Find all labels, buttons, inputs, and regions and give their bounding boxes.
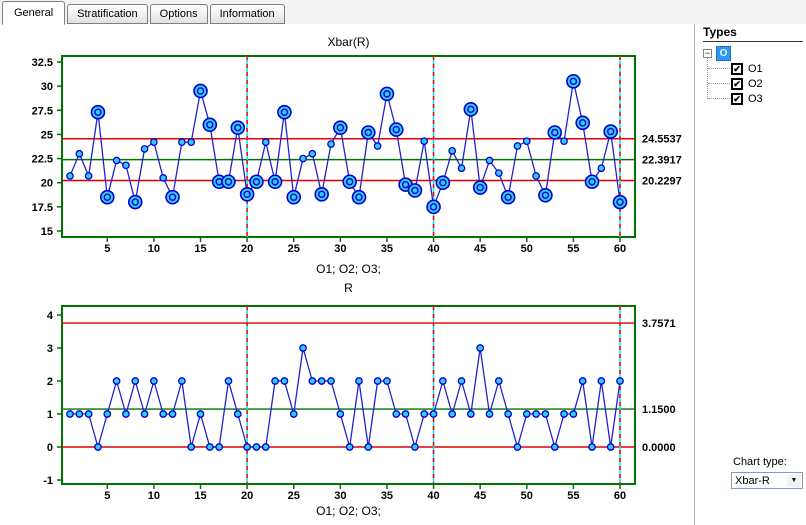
panel-divider bbox=[694, 24, 695, 525]
chevron-down-icon[interactable]: ▼ bbox=[787, 474, 801, 487]
svg-text:3.7571: 3.7571 bbox=[642, 318, 676, 330]
tree-item-label: O3 bbox=[748, 92, 763, 105]
svg-text:50: 50 bbox=[521, 490, 533, 502]
svg-text:22.3917: 22.3917 bbox=[642, 155, 682, 167]
svg-text:4: 4 bbox=[47, 310, 54, 322]
svg-text:25: 25 bbox=[288, 490, 300, 502]
svg-text:25: 25 bbox=[41, 129, 53, 141]
svg-text:-1: -1 bbox=[43, 475, 53, 487]
types-header: Types bbox=[703, 25, 803, 42]
svg-text:20: 20 bbox=[241, 490, 253, 502]
svg-text:5: 5 bbox=[104, 243, 110, 255]
svg-text:25: 25 bbox=[288, 243, 300, 255]
tab-information[interactable]: Information bbox=[209, 4, 285, 24]
tree-item-label: O1 bbox=[748, 62, 763, 75]
svg-text:O1; O2; O3;: O1; O2; O3; bbox=[316, 504, 381, 518]
chart-type-value: Xbar-R bbox=[735, 475, 770, 487]
tree-connector bbox=[708, 98, 730, 100]
svg-text:15: 15 bbox=[194, 490, 206, 502]
svg-text:10: 10 bbox=[148, 243, 160, 255]
types-panel: Types − O ✔ O1 ✔ O2 ✔ O3 Chart type: Xba… bbox=[695, 24, 806, 525]
svg-text:27.5: 27.5 bbox=[32, 105, 53, 117]
svg-text:35: 35 bbox=[381, 490, 393, 502]
svg-text:40: 40 bbox=[427, 490, 439, 502]
tab-general[interactable]: General bbox=[2, 1, 66, 25]
tree-item-o1: ✔ O1 bbox=[731, 62, 763, 75]
svg-text:10: 10 bbox=[148, 490, 160, 502]
svg-text:1.1500: 1.1500 bbox=[642, 404, 676, 416]
svg-text:Xbar(R): Xbar(R) bbox=[327, 35, 369, 49]
xbar-chart: Xbar(R) 15 17.5 20 22.5 25 27.5 30 32.5 5 10 15 20 25… bbox=[32, 35, 682, 276]
svg-text:0.0000: 0.0000 bbox=[642, 442, 676, 454]
tree-root-node[interactable]: O bbox=[716, 46, 731, 61]
svg-text:22.5: 22.5 bbox=[32, 154, 53, 166]
svg-text:40: 40 bbox=[427, 243, 439, 255]
checkbox-o2[interactable]: ✔ bbox=[731, 77, 743, 90]
tree-connector bbox=[708, 68, 730, 70]
svg-text:60: 60 bbox=[614, 490, 626, 502]
tree-connector bbox=[708, 83, 730, 85]
svg-text:24.5537: 24.5537 bbox=[642, 134, 682, 146]
tab-options[interactable]: Options bbox=[149, 4, 208, 24]
tab-bar: General Stratification Options Informati… bbox=[0, 0, 806, 25]
chart-type-select[interactable]: Xbar-R ▼ bbox=[731, 472, 803, 489]
svg-text:55: 55 bbox=[567, 243, 579, 255]
svg-text:60: 60 bbox=[614, 243, 626, 255]
tree-item-label: O2 bbox=[748, 77, 763, 90]
svg-text:2: 2 bbox=[47, 376, 53, 388]
svg-text:15: 15 bbox=[194, 243, 206, 255]
svg-text:15: 15 bbox=[41, 226, 53, 238]
checkbox-o1[interactable]: ✔ bbox=[731, 62, 743, 75]
checkbox-o3[interactable]: ✔ bbox=[731, 92, 743, 105]
svg-text:20: 20 bbox=[241, 243, 253, 255]
svg-text:O1; O2; O3;: O1; O2; O3; bbox=[316, 262, 381, 276]
svg-text:0: 0 bbox=[47, 442, 53, 454]
svg-text:1: 1 bbox=[47, 409, 53, 421]
svg-text:45: 45 bbox=[474, 490, 486, 502]
tree-item-o3: ✔ O3 bbox=[731, 92, 763, 105]
svg-text:R: R bbox=[344, 281, 353, 295]
svg-text:5: 5 bbox=[104, 490, 110, 502]
svg-text:32.5: 32.5 bbox=[32, 57, 53, 69]
svg-text:20: 20 bbox=[41, 178, 53, 190]
svg-text:20.2297: 20.2297 bbox=[642, 175, 682, 187]
svg-text:17.5: 17.5 bbox=[32, 202, 53, 214]
chart-type-label: Chart type: bbox=[733, 456, 787, 468]
svg-text:35: 35 bbox=[381, 243, 393, 255]
tab-stratification[interactable]: Stratification bbox=[67, 4, 148, 24]
svg-text:3: 3 bbox=[47, 343, 53, 355]
svg-text:30: 30 bbox=[334, 490, 346, 502]
svg-text:45: 45 bbox=[474, 243, 486, 255]
svg-text:50: 50 bbox=[521, 243, 533, 255]
tree-item-o2: ✔ O2 bbox=[731, 77, 763, 90]
tree-connector bbox=[707, 58, 709, 99]
svg-text:55: 55 bbox=[567, 490, 579, 502]
svg-text:30: 30 bbox=[41, 81, 53, 93]
tree-collapse-icon[interactable]: − bbox=[703, 48, 712, 58]
svg-text:30: 30 bbox=[334, 243, 346, 255]
